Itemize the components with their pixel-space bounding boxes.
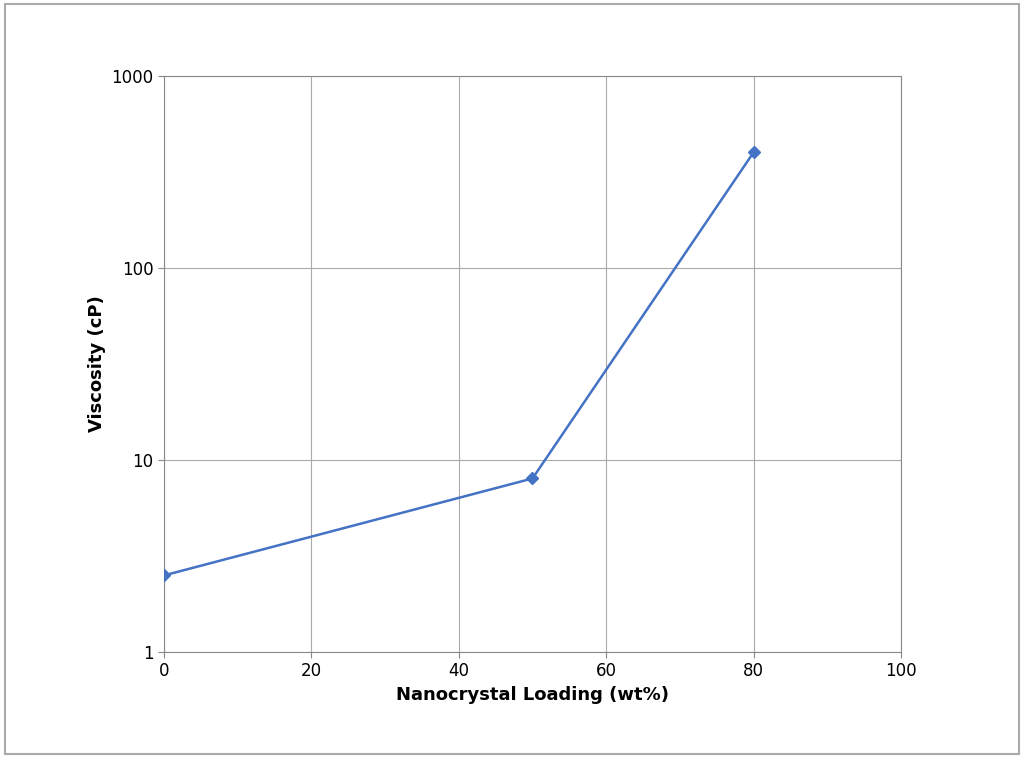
Y-axis label: Viscosity (cP): Viscosity (cP) <box>88 296 105 432</box>
X-axis label: Nanocrystal Loading (wt%): Nanocrystal Loading (wt%) <box>396 686 669 704</box>
